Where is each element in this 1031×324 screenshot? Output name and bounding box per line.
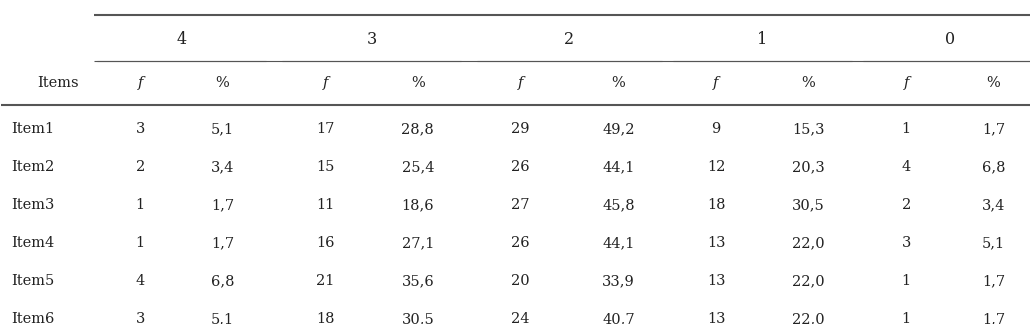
- Text: 4: 4: [176, 31, 187, 48]
- Text: 12: 12: [707, 160, 725, 174]
- Text: 1,7: 1,7: [983, 312, 1005, 324]
- Text: 6,8: 6,8: [210, 274, 234, 288]
- Text: 0: 0: [944, 31, 955, 48]
- Text: 26: 26: [511, 236, 530, 250]
- Text: %: %: [215, 76, 229, 90]
- Text: 1,7: 1,7: [983, 274, 1005, 288]
- Text: 26: 26: [511, 160, 530, 174]
- Text: 18: 18: [317, 312, 334, 324]
- Text: Items: Items: [37, 76, 78, 90]
- Text: 22,0: 22,0: [792, 236, 825, 250]
- Text: 4: 4: [135, 274, 144, 288]
- Text: 22,0: 22,0: [792, 274, 825, 288]
- Text: 44,1: 44,1: [602, 160, 634, 174]
- Text: 2: 2: [564, 31, 574, 48]
- Text: 1: 1: [136, 236, 144, 250]
- Text: Item1: Item1: [11, 122, 55, 136]
- Text: 1: 1: [136, 198, 144, 212]
- Text: 1,7: 1,7: [983, 122, 1005, 136]
- Text: 4: 4: [901, 160, 910, 174]
- Text: 13: 13: [707, 236, 725, 250]
- Text: %: %: [802, 76, 816, 90]
- Text: 24: 24: [511, 312, 530, 324]
- Text: 49,2: 49,2: [602, 122, 634, 136]
- Text: 29: 29: [511, 122, 530, 136]
- Text: 3: 3: [901, 236, 911, 250]
- Text: 27: 27: [511, 198, 530, 212]
- Text: 3,4: 3,4: [982, 198, 1005, 212]
- Text: f: f: [137, 76, 143, 90]
- Text: 9: 9: [711, 122, 721, 136]
- Text: 3: 3: [135, 312, 145, 324]
- Text: Item2: Item2: [11, 160, 55, 174]
- Text: 5,1: 5,1: [211, 312, 234, 324]
- Text: 5,1: 5,1: [211, 122, 234, 136]
- Text: 1: 1: [902, 312, 910, 324]
- Text: 15,3: 15,3: [792, 122, 825, 136]
- Text: 35,6: 35,6: [401, 274, 434, 288]
- Text: 3: 3: [135, 122, 145, 136]
- Text: 2: 2: [901, 198, 910, 212]
- Text: 15: 15: [317, 160, 334, 174]
- Text: 1,7: 1,7: [211, 236, 234, 250]
- Text: 30,5: 30,5: [401, 312, 434, 324]
- Text: f: f: [518, 76, 524, 90]
- Text: 13: 13: [707, 274, 725, 288]
- Text: 18,6: 18,6: [401, 198, 434, 212]
- Text: 2: 2: [135, 160, 144, 174]
- Text: Item3: Item3: [11, 198, 55, 212]
- Text: 30,5: 30,5: [792, 198, 825, 212]
- Text: 45,8: 45,8: [602, 198, 635, 212]
- Text: 13: 13: [707, 312, 725, 324]
- Text: Item6: Item6: [11, 312, 55, 324]
- Text: 28,8: 28,8: [401, 122, 434, 136]
- Text: %: %: [411, 76, 425, 90]
- Text: 11: 11: [317, 198, 334, 212]
- Text: 22,0: 22,0: [792, 312, 825, 324]
- Text: 40,7: 40,7: [602, 312, 635, 324]
- Text: Item4: Item4: [11, 236, 55, 250]
- Text: 20,3: 20,3: [792, 160, 825, 174]
- Text: 1,7: 1,7: [211, 198, 234, 212]
- Text: 44,1: 44,1: [602, 236, 634, 250]
- Text: f: f: [903, 76, 909, 90]
- Text: 6,8: 6,8: [982, 160, 1005, 174]
- Text: 5,1: 5,1: [983, 236, 1005, 250]
- Text: %: %: [987, 76, 1000, 90]
- Text: 18: 18: [707, 198, 725, 212]
- Text: 1: 1: [902, 274, 910, 288]
- Text: f: f: [713, 76, 719, 90]
- Text: 33,9: 33,9: [602, 274, 635, 288]
- Text: 16: 16: [317, 236, 334, 250]
- Text: 3: 3: [366, 31, 376, 48]
- Text: 25,4: 25,4: [401, 160, 434, 174]
- Text: 3,4: 3,4: [210, 160, 234, 174]
- Text: %: %: [611, 76, 625, 90]
- Text: Item5: Item5: [11, 274, 55, 288]
- Text: 17: 17: [317, 122, 334, 136]
- Text: 21: 21: [317, 274, 334, 288]
- Text: 1: 1: [902, 122, 910, 136]
- Text: f: f: [323, 76, 328, 90]
- Text: 27,1: 27,1: [402, 236, 434, 250]
- Text: 1: 1: [757, 31, 767, 48]
- Text: 20: 20: [511, 274, 530, 288]
